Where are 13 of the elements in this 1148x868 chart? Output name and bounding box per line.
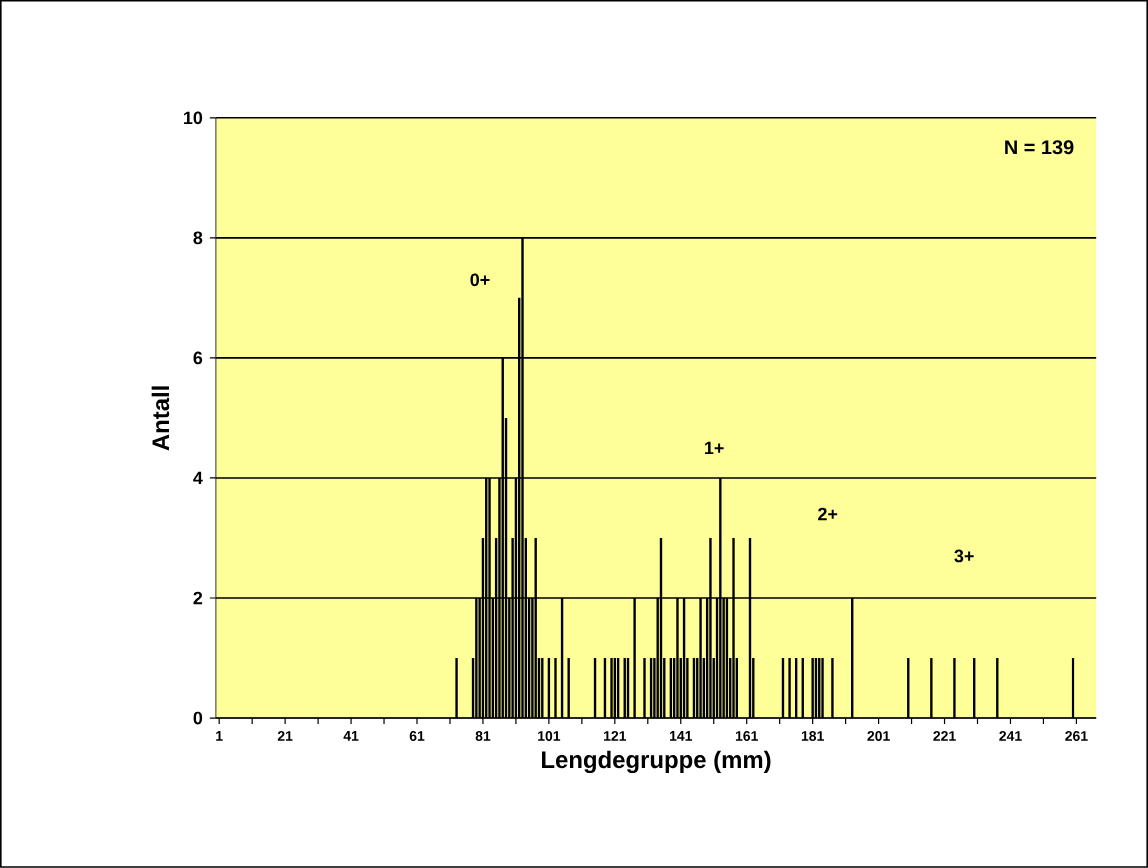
- annotation: 2+: [818, 507, 838, 521]
- y-tick-label: 8: [193, 231, 203, 245]
- y-tick-label: 10: [184, 111, 203, 125]
- y-tick-label: 0: [193, 711, 203, 725]
- annotation: 1+: [705, 441, 724, 455]
- annotation: 0+: [470, 273, 490, 287]
- x-axis-title: Lengdegruppe (mm): [542, 750, 771, 774]
- annotation: 3+: [954, 549, 974, 563]
- annotation: N = 139: [1005, 140, 1074, 155]
- y-axis-title: Antall: [151, 386, 170, 451]
- y-tick-label: 4: [193, 471, 203, 485]
- y-tick-label: 6: [193, 351, 203, 365]
- y-tick-label: 2: [193, 591, 203, 605]
